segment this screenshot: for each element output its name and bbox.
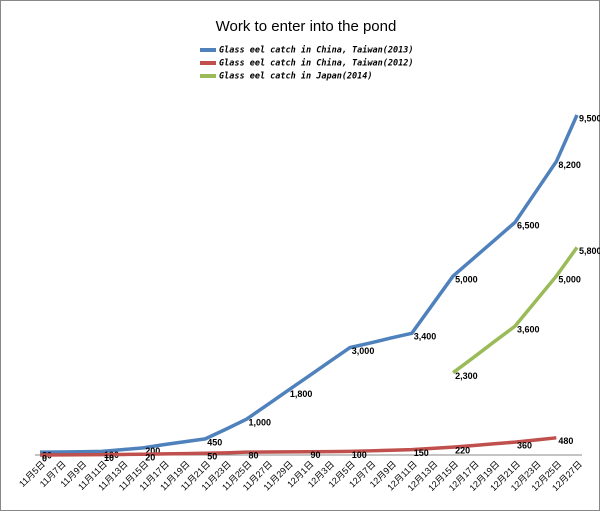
- data-label: 90: [311, 450, 321, 460]
- legend-label: Glass eel catch in Japan(2014): [219, 71, 373, 82]
- data-label: 1,000: [249, 418, 272, 428]
- data-label: 0: [42, 453, 47, 463]
- data-label: 220: [455, 446, 470, 456]
- legend-label: Glass eel catch in China, Taiwan(2013): [219, 45, 413, 56]
- data-label: 50: [207, 452, 217, 462]
- series-line: [39, 114, 579, 454]
- data-label: 3,600: [517, 325, 540, 335]
- data-label: 480: [558, 436, 573, 446]
- data-label: 8,200: [558, 160, 581, 170]
- chart-title: Work to enter into the pond: [216, 18, 397, 35]
- legend-label: Glass eel catch in China, Taiwan(2012): [219, 58, 413, 69]
- data-label: 5,800: [579, 246, 600, 256]
- data-label: 20: [145, 453, 155, 463]
- data-label: 10: [104, 453, 114, 463]
- data-label: 80: [249, 451, 259, 461]
- data-label: 1,800: [290, 389, 313, 399]
- data-label: 3,000: [352, 346, 375, 356]
- data-label: 6,500: [517, 221, 540, 231]
- data-label: 150: [414, 448, 429, 458]
- data-label: 5,000: [455, 274, 478, 284]
- series-line: [39, 436, 557, 457]
- data-label: 2,300: [455, 371, 478, 381]
- data-label: 5,000: [558, 274, 581, 284]
- data-label: 3,400: [414, 332, 437, 342]
- data-label: 9,500: [579, 113, 600, 123]
- data-label: 450: [207, 437, 222, 447]
- data-label: 360: [517, 440, 532, 450]
- data-label: 200: [145, 446, 160, 456]
- data-label: 100: [352, 450, 367, 460]
- series-line: [452, 246, 579, 375]
